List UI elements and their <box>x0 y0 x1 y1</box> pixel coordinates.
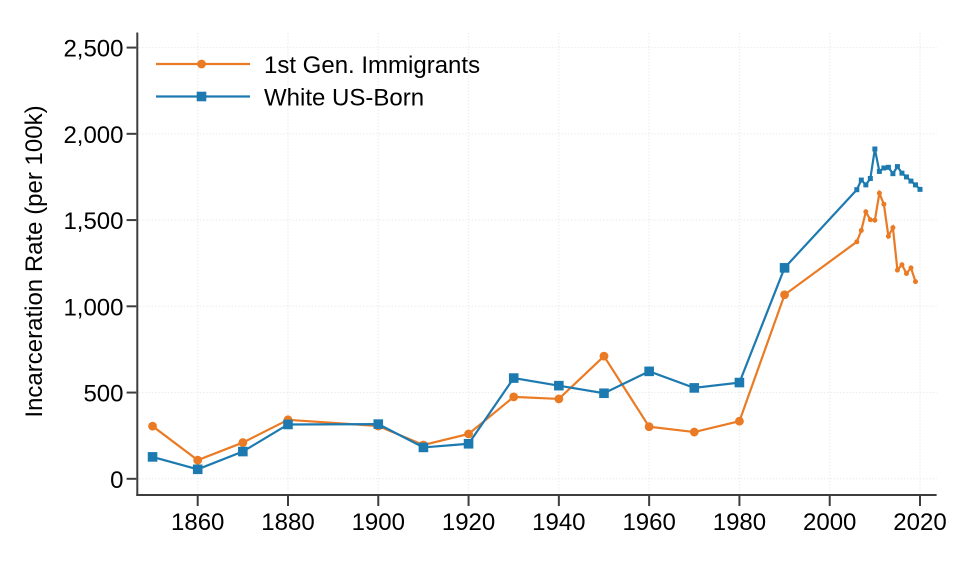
svg-text:2020: 2020 <box>893 509 946 536</box>
svg-text:1st Gen. Immigrants: 1st Gen. Immigrants <box>264 52 480 79</box>
svg-text:White US-Born: White US-Born <box>264 85 424 112</box>
svg-text:0: 0 <box>110 467 123 494</box>
svg-text:2,000: 2,000 <box>63 122 123 149</box>
svg-text:1960: 1960 <box>622 509 675 536</box>
svg-text:1,500: 1,500 <box>63 208 123 235</box>
svg-text:1980: 1980 <box>713 509 766 536</box>
svg-text:2,500: 2,500 <box>63 36 123 63</box>
svg-text:1920: 1920 <box>442 509 495 536</box>
svg-text:1,000: 1,000 <box>63 294 123 321</box>
svg-text:500: 500 <box>83 381 123 408</box>
svg-text:Incarceration Rate (per 100k): Incarceration Rate (per 100k) <box>21 105 48 417</box>
svg-text:1940: 1940 <box>532 509 585 536</box>
svg-text:1860: 1860 <box>171 509 224 536</box>
svg-text:2000: 2000 <box>803 509 856 536</box>
svg-text:1880: 1880 <box>261 509 314 536</box>
svg-text:1900: 1900 <box>352 509 405 536</box>
